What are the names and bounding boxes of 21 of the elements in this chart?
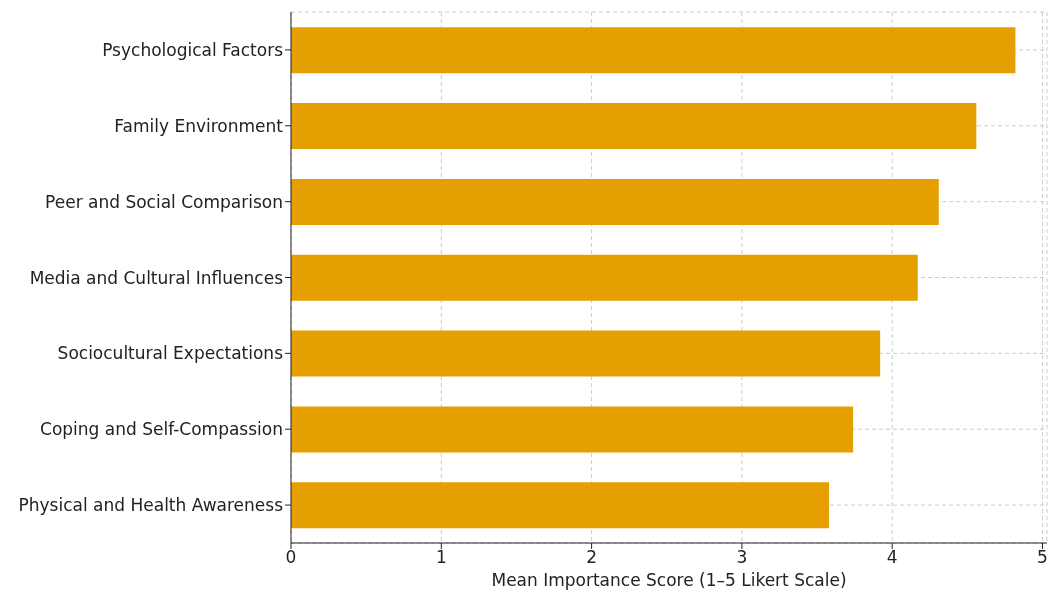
y-tick-label: Peer and Social Comparison — [45, 191, 283, 212]
bar — [291, 406, 854, 453]
y-tick-label: Media and Cultural Influences — [29, 267, 284, 288]
bar — [291, 103, 977, 150]
bar — [291, 254, 918, 301]
x-tick-label: 2 — [586, 547, 598, 568]
bar — [291, 330, 881, 377]
x-tick-label: 0 — [285, 547, 297, 568]
y-tick-label: Sociocultural Expectations — [57, 343, 284, 364]
y-tick-label: Family Environment — [114, 115, 284, 136]
y-tick-label: Coping and Self-Compassion — [40, 419, 283, 440]
bar — [291, 178, 939, 225]
x-tick-label: 5 — [1037, 547, 1048, 568]
bar — [291, 482, 830, 529]
x-tick-label: 1 — [435, 547, 447, 568]
x-axis-title: Mean Importance Score (1–5 Likert Scale) — [491, 570, 847, 590]
x-tick-label: 3 — [736, 547, 748, 568]
bar — [291, 27, 1016, 74]
y-tick-label: Physical and Health Awareness — [18, 495, 284, 516]
y-tick-label: Psychological Factors — [102, 39, 284, 60]
x-tick-label: 4 — [886, 547, 898, 568]
